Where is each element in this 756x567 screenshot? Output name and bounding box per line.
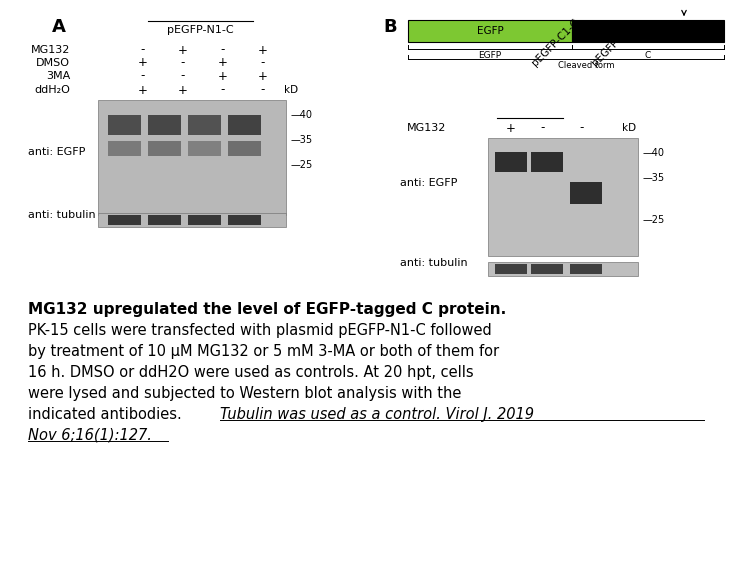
Bar	[531, 152, 563, 172]
Text: pEGFP-N1-C: pEGFP-N1-C	[166, 25, 234, 35]
Bar	[148, 115, 181, 135]
Text: +: +	[138, 57, 148, 70]
Text: +: +	[218, 57, 228, 70]
Bar	[495, 152, 527, 172]
Text: EGFP: EGFP	[479, 51, 501, 60]
Text: anti: tubulin: anti: tubulin	[28, 210, 95, 220]
Bar	[148, 141, 181, 156]
Text: -: -	[221, 44, 225, 57]
Text: anti: EGFP: anti: EGFP	[28, 147, 85, 157]
Text: —40: —40	[291, 110, 313, 120]
Text: A: A	[52, 18, 66, 36]
Text: DMSO: DMSO	[36, 58, 70, 68]
Text: ddH₂O: ddH₂O	[34, 85, 70, 95]
Text: 16 h. DMSO or ddH2O were used as controls. At 20 hpt, cells: 16 h. DMSO or ddH2O were used as control…	[28, 365, 473, 380]
Text: -: -	[261, 83, 265, 96]
Text: —25: —25	[643, 215, 665, 225]
Bar	[188, 115, 221, 135]
Bar	[495, 264, 527, 274]
Bar	[531, 264, 563, 274]
Text: 3MA: 3MA	[46, 71, 70, 81]
Text: MG132 upregulated the level of EGFP-tagged C protein.: MG132 upregulated the level of EGFP-tagg…	[28, 302, 507, 317]
Text: +: +	[258, 44, 268, 57]
Bar	[570, 182, 602, 204]
Text: -: -	[181, 57, 185, 70]
Text: Nov 6;16(1):127.: Nov 6;16(1):127.	[28, 428, 152, 443]
Bar	[570, 264, 602, 274]
Bar	[188, 141, 221, 156]
Text: EGFP: EGFP	[476, 26, 503, 36]
Text: B: B	[383, 18, 397, 36]
Bar	[108, 215, 141, 225]
Text: MG132: MG132	[31, 45, 70, 55]
Text: -: -	[221, 83, 225, 96]
Bar	[148, 215, 181, 225]
Text: +: +	[258, 70, 268, 83]
Text: -: -	[141, 44, 145, 57]
Text: Cleaved form: Cleaved form	[558, 61, 614, 70]
Text: indicated antibodies.: indicated antibodies.	[28, 407, 181, 422]
Text: —40: —40	[643, 148, 665, 158]
Text: —35: —35	[291, 135, 313, 145]
Text: MG132: MG132	[407, 123, 446, 133]
Text: PK-15 cells were transfected with plasmid pEGFP-N1-C followed: PK-15 cells were transfected with plasmi…	[28, 323, 491, 338]
Bar	[408, 20, 572, 42]
Bar	[228, 115, 261, 135]
Text: anti: EGFP: anti: EGFP	[400, 178, 457, 188]
Text: -: -	[541, 121, 545, 134]
Text: were lysed and subjected to Western blot analysis with the: were lysed and subjected to Western blot…	[28, 386, 461, 401]
Bar	[98, 100, 286, 215]
Bar	[108, 141, 141, 156]
Text: by treatment of 10 μM MG132 or 5 mM 3-MA or both of them for: by treatment of 10 μM MG132 or 5 mM 3-MA…	[28, 344, 499, 359]
Bar	[488, 262, 638, 276]
Bar	[228, 141, 261, 156]
Text: -: -	[141, 70, 145, 83]
Text: anti: tubulin: anti: tubulin	[400, 258, 468, 268]
Text: -: -	[580, 121, 584, 134]
Bar	[98, 213, 286, 227]
Text: +: +	[178, 44, 188, 57]
Text: C: C	[645, 51, 651, 60]
Text: -: -	[181, 70, 185, 83]
Text: pEGFP-C1: pEGFP-C1	[590, 25, 633, 68]
Bar	[572, 20, 724, 42]
Text: pEGFP-C1-C: pEGFP-C1-C	[530, 17, 581, 68]
Text: +: +	[506, 121, 516, 134]
Text: kD: kD	[284, 85, 298, 95]
Bar	[488, 138, 638, 256]
Bar	[188, 215, 221, 225]
Text: -: -	[261, 57, 265, 70]
Text: —35: —35	[643, 173, 665, 183]
Text: +: +	[178, 83, 188, 96]
Text: kD: kD	[622, 123, 636, 133]
Text: —25: —25	[291, 160, 313, 170]
Text: +: +	[138, 83, 148, 96]
Bar	[228, 215, 261, 225]
Bar	[108, 115, 141, 135]
Text: Tubulin was used as a control. Virol J. 2019: Tubulin was used as a control. Virol J. …	[220, 407, 534, 422]
Text: +: +	[218, 70, 228, 83]
